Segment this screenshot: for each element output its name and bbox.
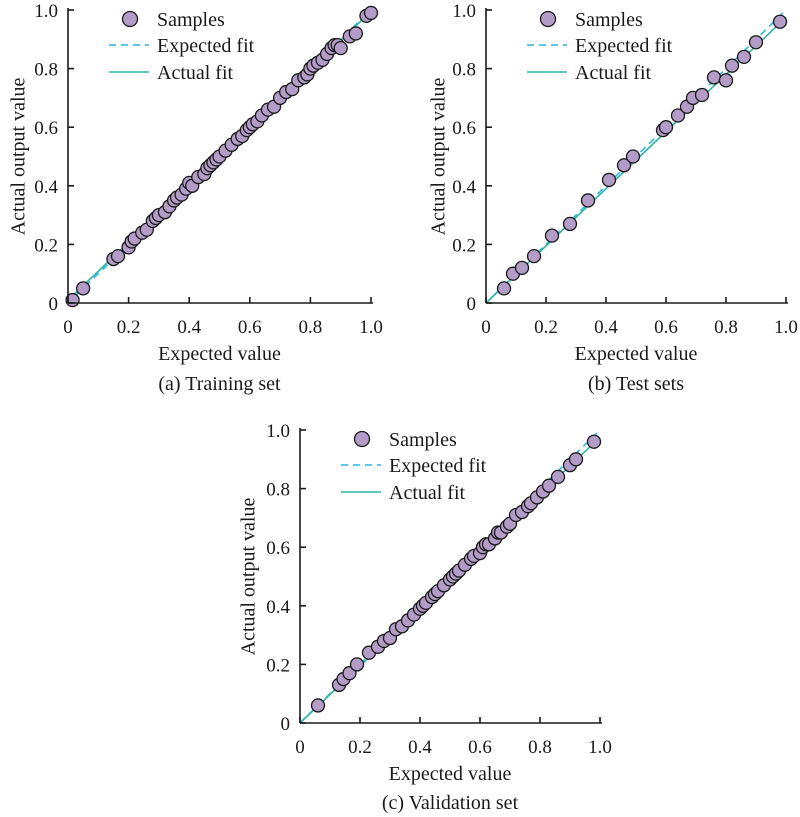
sample-point xyxy=(748,35,764,50)
sample-point xyxy=(514,260,530,275)
y-tick-label: 0.6 xyxy=(452,118,476,139)
x-tick-label: 0.8 xyxy=(528,737,552,758)
legend-label-actual-fit: Actual fit xyxy=(575,62,652,84)
sample-point xyxy=(616,158,632,173)
sample-point xyxy=(363,5,379,21)
legend-label-expected-fit: Expected fit xyxy=(575,35,673,57)
legend-label-expected-fit: Expected fit xyxy=(389,455,487,477)
sample-point xyxy=(586,434,602,449)
y-tick-label: 0.2 xyxy=(266,655,290,676)
sample-point xyxy=(580,193,596,208)
x-tick-label: 0 xyxy=(295,737,305,758)
x-tick-label: 0 xyxy=(63,317,73,338)
sample-point xyxy=(772,14,788,29)
x-tick-label: 1.0 xyxy=(774,317,798,338)
chart-caption: (b) Test sets xyxy=(588,373,684,395)
y-tick-label: 0.2 xyxy=(34,235,58,256)
sample-point xyxy=(333,40,348,56)
y-tick-label: 0.8 xyxy=(34,60,58,81)
x-tick-label: 0 xyxy=(481,317,491,338)
legend-marker-samples xyxy=(353,430,371,448)
x-tick-label: 0.2 xyxy=(348,737,372,758)
y-tick-label: 1.0 xyxy=(452,1,476,22)
sample-point xyxy=(724,58,740,73)
sample-point xyxy=(544,228,560,243)
legend-label-actual-fit: Actual fit xyxy=(389,482,466,504)
y-axis-label: Actual output value xyxy=(238,498,260,656)
sample-point xyxy=(550,469,566,485)
sample-point xyxy=(601,172,617,188)
x-tick-label: 0.6 xyxy=(238,317,262,338)
y-tick-label: 0.4 xyxy=(266,597,290,618)
legend-marker-samples xyxy=(539,10,557,28)
x-axis-label: Expected value xyxy=(158,343,281,365)
legend-label-expected-fit: Expected fit xyxy=(157,35,255,57)
y-tick-label: 1.0 xyxy=(266,421,290,442)
sample-point xyxy=(349,657,365,672)
x-tick-label: 0.4 xyxy=(177,317,201,338)
y-axis-label: Actual output value xyxy=(428,78,450,236)
y-tick-label: 0.4 xyxy=(34,177,58,198)
y-tick-label: 0.4 xyxy=(452,177,476,198)
x-tick-label: 0.6 xyxy=(654,317,678,338)
legend-label-actual-fit: Actual fit xyxy=(157,62,234,84)
sample-point xyxy=(670,108,686,123)
x-tick-label: 0.2 xyxy=(534,317,558,338)
y-tick-label: 0 xyxy=(281,714,291,735)
x-tick-label: 0.4 xyxy=(594,317,618,338)
sample-point xyxy=(110,248,126,264)
x-tick-label: 0.8 xyxy=(714,317,738,338)
chart-caption: (c) Validation set xyxy=(382,792,519,814)
chart-caption: (a) Training set xyxy=(158,373,281,395)
y-tick-label: 0.2 xyxy=(452,235,476,256)
x-axis-label: Expected value xyxy=(575,343,698,365)
legend: Samples Expected fit Actual fit xyxy=(109,9,255,84)
legend-label-samples: Samples xyxy=(575,9,643,31)
x-tick-label: 1.0 xyxy=(359,317,383,338)
sample-point xyxy=(541,478,557,493)
legend: Samples Expected fit Actual fit xyxy=(527,9,673,84)
sample-point xyxy=(718,73,734,88)
y-tick-label: 0 xyxy=(467,294,477,315)
y-tick-label: 0.8 xyxy=(266,480,290,501)
x-tick-label: 0.6 xyxy=(468,737,492,758)
x-tick-label: 1.0 xyxy=(588,737,612,758)
y-tick-label: 0.6 xyxy=(266,538,290,559)
y-tick-label: 0.6 xyxy=(34,118,58,139)
y-tick-label: 1.0 xyxy=(34,1,58,22)
sample-point xyxy=(496,281,512,296)
y-axis-label: Actual output value xyxy=(8,78,30,236)
sample-point xyxy=(76,281,91,296)
sample-point xyxy=(348,26,364,41)
chart-training-set: 00 0.2 0.2 0.4 0.4 0.6 0.6 0.8 0.8 1.0 1.0 Samples… xyxy=(8,1,383,395)
sample-point xyxy=(658,120,674,135)
legend-marker-samples xyxy=(121,10,139,28)
sample-point xyxy=(310,698,326,713)
chart-validation-set: 00 0.2 0.2 0.4 0.4 0.6 0.6 0.8 0.8 1.0 1.0 Samples… xyxy=(238,421,612,814)
x-tick-label: 0.4 xyxy=(408,737,432,758)
sample-point xyxy=(736,49,752,65)
sample-point xyxy=(694,87,710,103)
x-tick-label: 0.2 xyxy=(117,317,141,338)
y-tick-label: 0.8 xyxy=(452,60,476,81)
legend-label-samples: Samples xyxy=(157,9,225,31)
sample-point xyxy=(562,216,578,232)
chart-test-sets: 00 0.2 0.2 0.4 0.4 0.6 0.6 0.8 0.8 1.0 1.0 Samples… xyxy=(428,1,798,395)
legend-label-samples: Samples xyxy=(389,429,457,451)
legend: Samples Expected fit Actual fit xyxy=(341,429,487,504)
x-axis-label: Expected value xyxy=(389,763,512,785)
x-tick-label: 0.8 xyxy=(299,317,323,338)
sample-point xyxy=(625,149,641,164)
y-tick-label: 0 xyxy=(49,294,59,315)
sample-point xyxy=(526,248,542,264)
sample-point xyxy=(568,452,584,467)
sample-point xyxy=(706,70,722,85)
